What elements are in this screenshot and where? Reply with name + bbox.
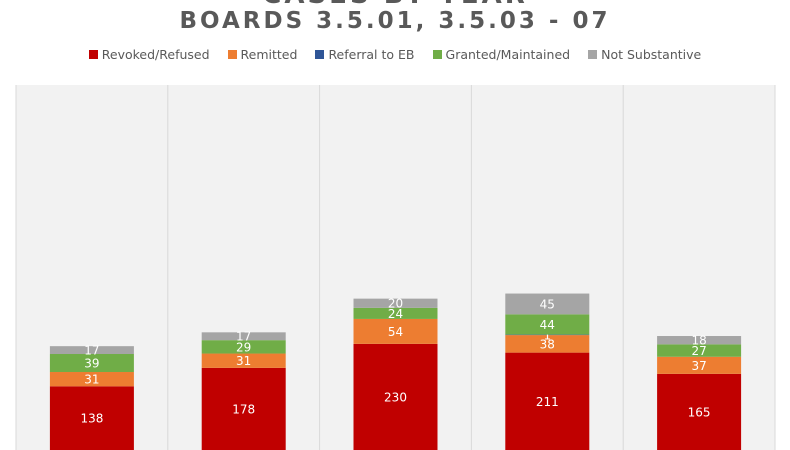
bar-segment-not-substantive xyxy=(353,298,438,308)
data-label-granted: 27 xyxy=(691,344,706,358)
data-label-granted: 29 xyxy=(236,340,251,354)
bar-segment-remitted xyxy=(657,356,742,374)
data-label-not-substantive: 20 xyxy=(388,297,403,311)
data-label-not-substantive: 17 xyxy=(236,330,251,344)
data-label-remitted: 31 xyxy=(84,373,99,387)
bar-segment-remitted xyxy=(201,353,286,368)
bar-segment-not-substantive xyxy=(657,336,742,345)
bar-segment-granted xyxy=(505,314,590,335)
bar-segment-remitted xyxy=(353,318,438,344)
legend-swatch-remitted xyxy=(227,50,237,59)
data-label-revoked: 230 xyxy=(384,390,407,404)
legend-label-remitted: Remitted xyxy=(240,47,298,62)
bar-segment-not-substantive xyxy=(505,293,590,315)
data-label-revoked: 138 xyxy=(80,412,103,426)
bar-segment-not-substantive xyxy=(49,346,134,355)
data-label-remitted: 38 xyxy=(540,337,555,351)
legend-item-remitted: Remitted xyxy=(227,47,298,62)
bar-segment-remitted xyxy=(505,335,590,353)
legend-item-not-substantive: Not Substantive xyxy=(588,47,701,62)
data-label-remitted: 31 xyxy=(236,354,251,368)
data-label-not-substantive: 45 xyxy=(540,297,555,311)
legend-item-referral: Referral to EB xyxy=(315,47,415,62)
legend-label-referral: Referral to EB xyxy=(328,47,415,62)
legend: Revoked/Refused Remitted Referral to EB … xyxy=(0,47,790,62)
bar-segment-granted xyxy=(353,307,438,319)
data-label-granted: 44 xyxy=(540,318,555,332)
bar-segment-granted xyxy=(657,344,742,357)
data-label-revoked: 165 xyxy=(688,405,711,419)
bar-segment-granted xyxy=(201,340,286,354)
data-label-not-substantive: 18 xyxy=(691,334,706,348)
data-label-revoked: 178 xyxy=(232,402,255,416)
bar-segment-not-substantive xyxy=(201,332,286,341)
legend-swatch-revoked xyxy=(88,50,98,59)
data-label-revoked: 211 xyxy=(536,395,559,409)
data-label-referral: 1 xyxy=(543,328,551,342)
data-label-remitted: 54 xyxy=(388,325,403,339)
legend-swatch-granted xyxy=(432,50,442,59)
legend-item-granted: Granted/Maintained xyxy=(432,47,571,62)
bar-segment-granted xyxy=(49,354,134,373)
bar-segment-remitted xyxy=(49,372,134,387)
data-label-not-substantive: 17 xyxy=(84,344,99,358)
bar-segment-revoked xyxy=(505,352,590,450)
legend-label-revoked: Revoked/Refused xyxy=(101,47,210,62)
data-label-granted: 39 xyxy=(84,357,99,371)
legend-swatch-not-substantive xyxy=(588,50,598,59)
legend-item-revoked: Revoked/Refused xyxy=(88,47,210,62)
bar-segment-revoked xyxy=(49,386,134,450)
data-label-granted: 24 xyxy=(388,307,403,321)
chart-title-partial: CASES BY YEAR xyxy=(0,0,790,10)
bar-segment-revoked xyxy=(201,367,286,450)
legend-label-not-substantive: Not Substantive xyxy=(601,47,702,62)
bar-segment-revoked xyxy=(353,343,438,450)
legend-swatch-referral xyxy=(315,50,325,59)
legend-label-granted: Granted/Maintained xyxy=(445,47,571,62)
data-label-remitted: 37 xyxy=(691,359,706,373)
bar-segment-revoked xyxy=(657,373,742,450)
chart-title: BOARDS 3.5.01, 3.5.03 - 07 xyxy=(179,8,611,34)
